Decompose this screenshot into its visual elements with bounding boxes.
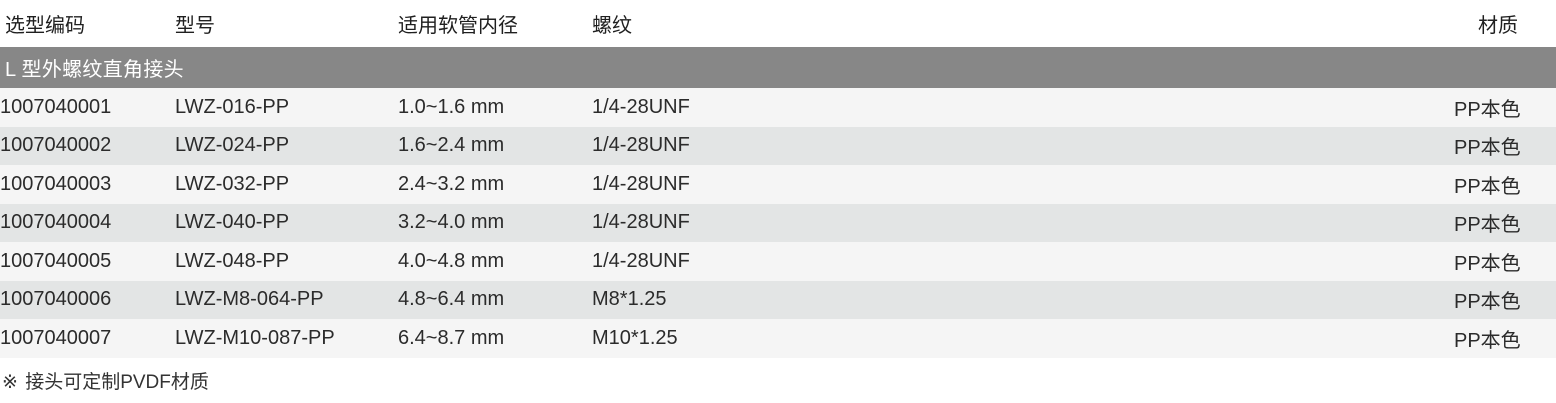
cell-hose-id: 4.0~4.8 mm [398,242,592,281]
cell-material: PP本色 [1454,203,1556,242]
cell-code: 1007040004 [0,203,175,242]
cell-code: 1007040002 [0,126,175,165]
cell-thread: 1/4-28UNF [592,88,1454,127]
cell-model: LWZ-048-PP [175,242,398,281]
column-header-material: 材质 [1454,0,1556,47]
cell-model: LWZ-024-PP [175,126,398,165]
cell-thread: 1/4-28UNF [592,165,1454,204]
header-row: 选型编码 型号 适用软管内径 螺纹 材质 [0,0,1556,47]
cell-material: PP本色 [1454,165,1556,204]
footnote: ※ 接头可定制PVDF材质 [0,358,1556,395]
table-row: 1007040004 LWZ-040-PP 3.2~4.0 mm 1/4-28U… [0,203,1556,242]
cell-thread: 1/4-28UNF [592,242,1454,281]
column-header-thread: 螺纹 [592,0,1454,47]
reference-mark-icon: ※ [2,371,20,393]
table-row: 1007040001 LWZ-016-PP 1.0~1.6 mm 1/4-28U… [0,88,1556,127]
cell-code: 1007040005 [0,242,175,281]
cell-material: PP本色 [1454,280,1556,319]
column-header-code: 选型编码 [0,0,175,47]
cell-code: 1007040003 [0,165,175,204]
cell-hose-id: 6.4~8.7 mm [398,319,592,358]
table-body: L 型外螺纹直角接头 1007040001 LWZ-016-PP 1.0~1.6… [0,47,1556,358]
cell-material: PP本色 [1454,242,1556,281]
cell-material: PP本色 [1454,126,1556,165]
cell-thread: M10*1.25 [592,319,1454,358]
section-title: L 型外螺纹直角接头 [0,47,1556,88]
cell-code: 1007040001 [0,88,175,127]
table-row: 1007040003 LWZ-032-PP 2.4~3.2 mm 1/4-28U… [0,165,1556,204]
cell-model: LWZ-032-PP [175,165,398,204]
table-row: 1007040006 LWZ-M8-064-PP 4.8~6.4 mm M8*1… [0,280,1556,319]
cell-hose-id: 1.0~1.6 mm [398,88,592,127]
cell-hose-id: 2.4~3.2 mm [398,165,592,204]
cell-thread: 1/4-28UNF [592,203,1454,242]
cell-thread: 1/4-28UNF [592,126,1454,165]
cell-hose-id: 3.2~4.0 mm [398,203,592,242]
section-header-row: L 型外螺纹直角接头 [0,47,1556,88]
cell-code: 1007040007 [0,319,175,358]
cell-hose-id: 1.6~2.4 mm [398,126,592,165]
cell-model: LWZ-040-PP [175,203,398,242]
cell-material: PP本色 [1454,88,1556,127]
cell-hose-id: 4.8~6.4 mm [398,280,592,319]
table-row: 1007040005 LWZ-048-PP 4.0~4.8 mm 1/4-28U… [0,242,1556,281]
table-header: 选型编码 型号 适用软管内径 螺纹 材质 [0,0,1556,47]
table-row: 1007040007 LWZ-M10-087-PP 6.4~8.7 mm M10… [0,319,1556,358]
cell-thread: M8*1.25 [592,280,1454,319]
table-row: 1007040002 LWZ-024-PP 1.6~2.4 mm 1/4-28U… [0,126,1556,165]
cell-model: LWZ-016-PP [175,88,398,127]
column-header-hose-id: 适用软管内径 [398,0,592,47]
cell-model: LWZ-M10-087-PP [175,319,398,358]
column-header-model: 型号 [175,0,398,47]
footnote-text: 接头可定制PVDF材质 [25,371,209,393]
cell-code: 1007040006 [0,280,175,319]
specification-table: 选型编码 型号 适用软管内径 螺纹 材质 L 型外螺纹直角接头 10070400… [0,0,1556,358]
cell-material: PP本色 [1454,319,1556,358]
cell-model: LWZ-M8-064-PP [175,280,398,319]
